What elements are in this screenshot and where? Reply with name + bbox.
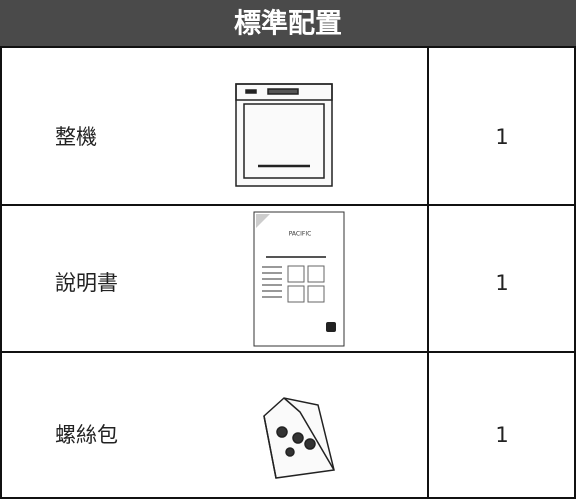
item-quantity: 1 [495, 271, 508, 295]
screw-bag-icon [263, 397, 335, 479]
grid [0, 46, 576, 499]
item-name: 螺絲包 [55, 423, 118, 447]
item-name: 整機 [55, 125, 97, 149]
item-name: 說明書 [55, 271, 118, 295]
header-title: 標準配置 [234, 8, 342, 40]
svg-text:PACIFIC: PACIFIC [289, 231, 312, 238]
header-bar [0, 0, 576, 47]
item-quantity: 1 [495, 423, 508, 447]
machine-icon [235, 83, 333, 187]
manual-icon: PACIFIC [253, 211, 345, 347]
item-quantity: 1 [495, 125, 508, 149]
